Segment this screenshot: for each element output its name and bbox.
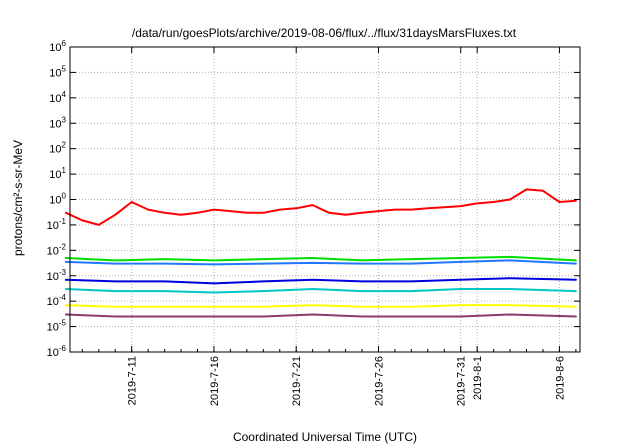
x-tick-label: 2019-8-6	[554, 356, 566, 400]
y-tick-label: 106	[49, 39, 66, 54]
series-line-1	[64, 188, 577, 226]
x-axis-ticks: 2019-7-11 2019-7-16 2019-7-21 2019-7-26 2019…	[81, 47, 577, 406]
series-line-3	[64, 259, 577, 266]
series-line-7	[64, 313, 577, 318]
y-tick-label: 10-3	[47, 268, 67, 283]
x-tick-label: 2019-8-1	[472, 356, 484, 400]
series-line-4	[64, 277, 577, 285]
x-tick-label: 2019-7-11	[127, 356, 139, 405]
x-axis-label: Coordinated Universal Time (UTC)	[233, 430, 417, 444]
y-tick-label: 105	[49, 64, 66, 79]
y-tick-label: 10-1	[47, 217, 67, 232]
y-tick-label: 10-2	[47, 242, 67, 257]
x-tick-label: 2019-7-31	[456, 356, 468, 406]
y-tick-label: 10-6	[47, 344, 67, 359]
y-tick-label: 101	[49, 166, 66, 181]
series-line-6	[64, 304, 577, 308]
grid	[70, 47, 580, 352]
y-axis-ticks: 10-6 10-5 10-4 10-3 10-2 10-1 100 101 102 103 104 1…	[47, 39, 580, 359]
y-tick-label: 104	[49, 90, 66, 105]
chart-title: /data/run/goesPlots/archive/2019-08-06/f…	[132, 26, 517, 40]
x-tick-label: 2019-7-26	[373, 356, 385, 406]
y-tick-label: 102	[49, 141, 66, 156]
y-tick-label: 10-5	[47, 319, 67, 334]
x-tick-label: 2019-7-16	[209, 356, 221, 406]
y-tick-label: 10-4	[47, 293, 67, 308]
y-tick-label: 103	[49, 115, 66, 130]
y-tick-label: 100	[49, 192, 66, 207]
series-group	[64, 188, 577, 318]
series-line-2	[64, 255, 577, 262]
x-tick-label: 2019-7-21	[291, 356, 303, 406]
series-line-5	[64, 288, 577, 294]
y-axis-label: protons/cm²-s-sr-MeV	[11, 140, 25, 256]
